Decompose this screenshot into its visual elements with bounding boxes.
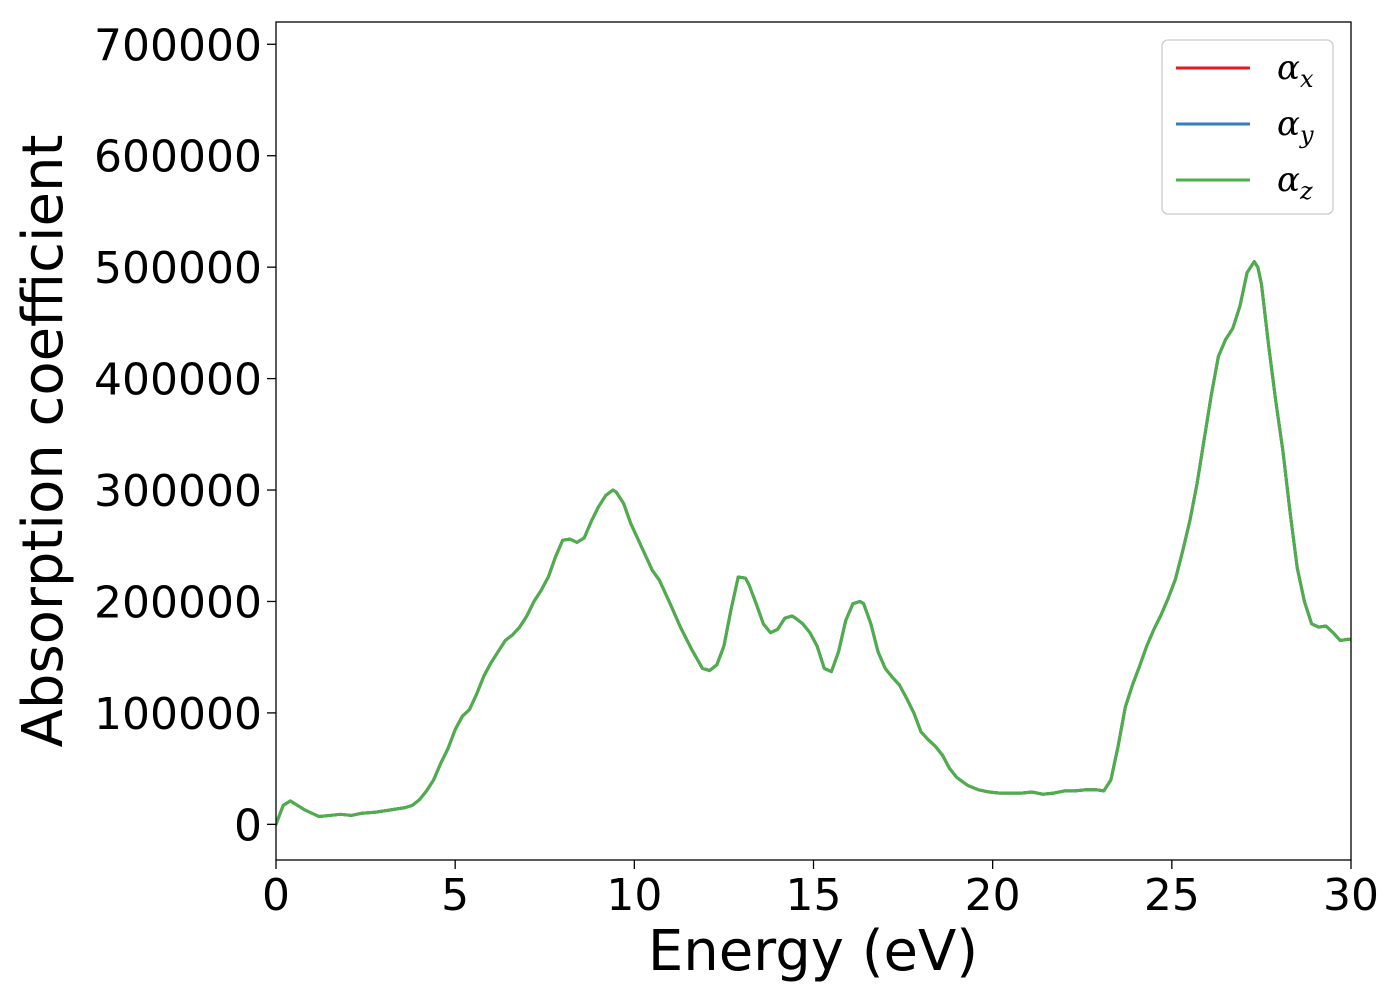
y-tick-label: 500000 <box>94 243 262 294</box>
legend-label-x: αx <box>1277 48 1314 93</box>
x-axis-label: Energy (eV) <box>648 919 978 984</box>
y-axis: 0 100000 200000 300000 400000 500000 600000 700… <box>94 20 276 851</box>
series-line-y <box>276 260 1351 826</box>
x-tick-label: 20 <box>965 870 1021 921</box>
y-tick-label: 200000 <box>94 577 262 628</box>
x-tick-label: 5 <box>441 870 469 921</box>
x-tick-label: 25 <box>1144 870 1200 921</box>
y-tick-label: 0 <box>234 800 262 851</box>
x-tick-label: 0 <box>262 870 290 921</box>
legend-label-y: αy <box>1277 104 1314 149</box>
series-line-z <box>276 260 1351 826</box>
y-tick-label: 400000 <box>94 355 262 406</box>
y-tick-label: 700000 <box>94 20 262 71</box>
y-tick-label: 600000 <box>94 132 262 183</box>
legend-box <box>1161 39 1334 215</box>
series-line-x <box>276 260 1351 826</box>
y-tick-label: 300000 <box>94 466 262 517</box>
y-axis-label: Absorption coefficient <box>11 135 76 748</box>
x-tick-label: 30 <box>1323 870 1379 921</box>
x-tick-label: 10 <box>606 870 662 921</box>
x-axis: 0 5 10 15 20 25 30 <box>262 860 1379 921</box>
series-layer <box>276 260 1351 826</box>
x-tick-label: 15 <box>786 870 842 921</box>
y-tick-label: 100000 <box>94 689 262 740</box>
